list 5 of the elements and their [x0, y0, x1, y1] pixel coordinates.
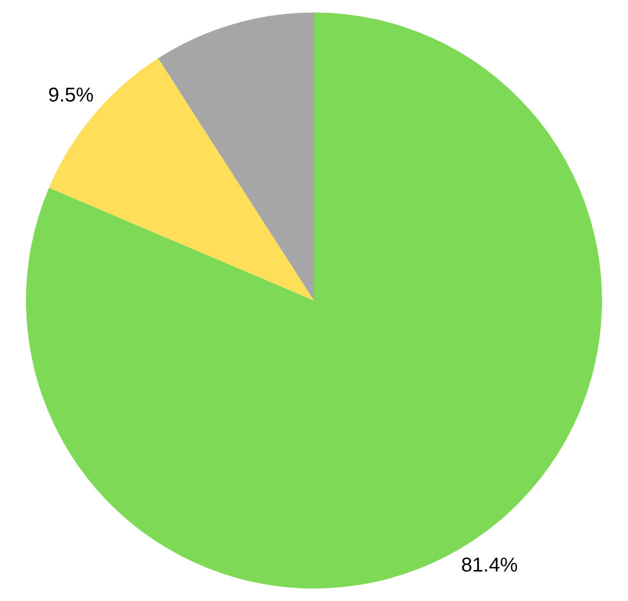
pie-slice: [158, 12, 314, 300]
pie-slice: [48, 58, 314, 300]
pie-slice: [26, 12, 602, 588]
data-label: 9.5%: [48, 84, 94, 106]
data-label: 81.4%: [461, 554, 518, 577]
